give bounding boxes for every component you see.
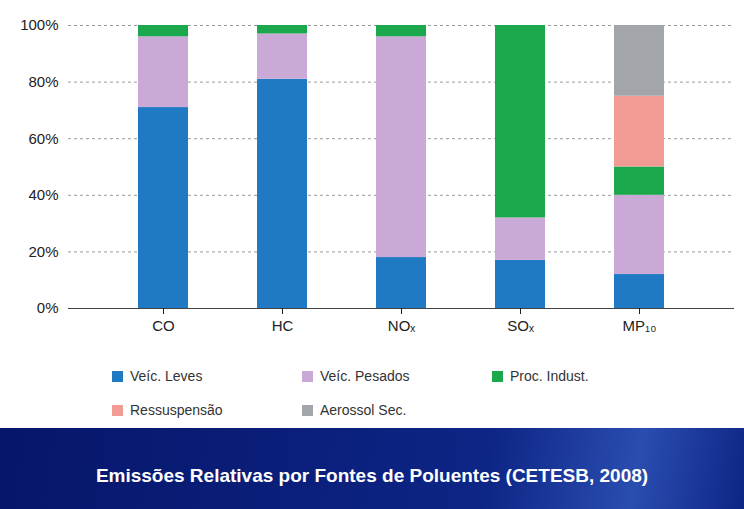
svg-text:SOₓ: SOₓ — [507, 317, 534, 334]
svg-text:NOₓ: NOₓ — [388, 317, 416, 334]
svg-text:40%: 40% — [28, 186, 58, 203]
svg-text:20%: 20% — [28, 243, 58, 260]
svg-text:100%: 100% — [20, 16, 58, 33]
html-text:Ressuspensão: Ressuspensão — [130, 402, 223, 418]
html-text:Emissões Relativas por Fontes: Emissões Relativas por Fontes de Poluent… — [95, 464, 649, 486]
svg-text:HC: HC — [272, 317, 294, 334]
html-text:Proc. Indust.: Proc. Indust. — [510, 368, 589, 384]
svg-text:MP₁₀: MP₁₀ — [623, 317, 657, 334]
html-text:Veíc. Pesados: Veíc. Pesados — [320, 368, 410, 384]
html-text:Aerossol Sec.: Aerossol Sec. — [320, 402, 407, 418]
svg-text:80%: 80% — [28, 73, 58, 90]
html-text:Veíc. Leves: Veíc. Leves — [130, 368, 203, 384]
svg-text:0%: 0% — [37, 299, 59, 316]
svg-text:CO: CO — [152, 317, 175, 334]
svg-text:60%: 60% — [28, 130, 58, 147]
